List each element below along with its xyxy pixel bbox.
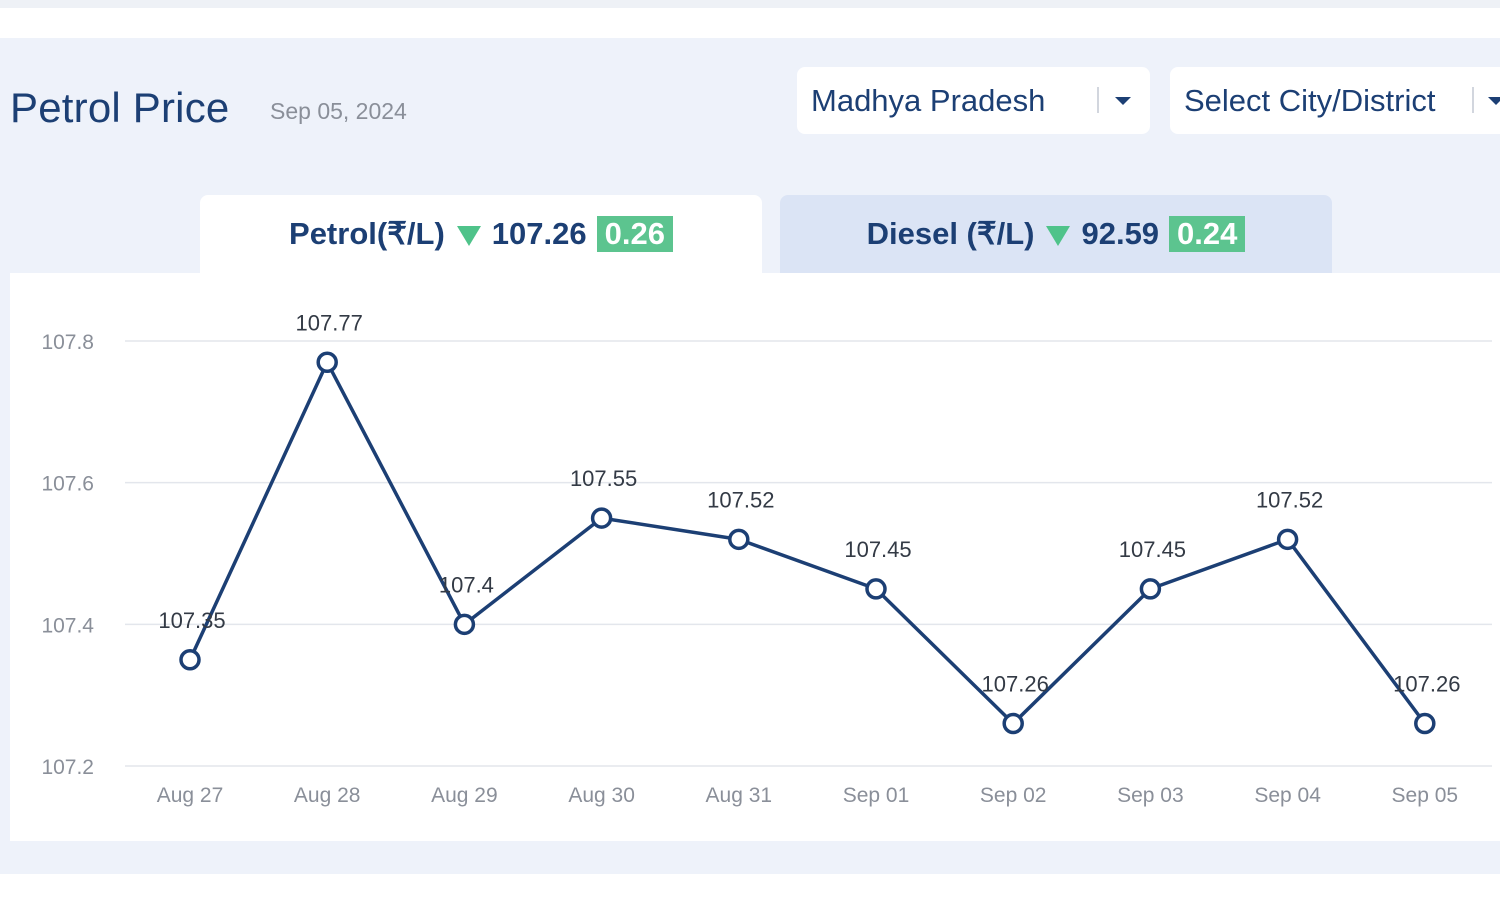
y-tick-label: 107.6 [41, 473, 94, 496]
down-triangle-icon [1046, 226, 1071, 246]
data-point[interactable] [1276, 528, 1299, 551]
data-point[interactable] [728, 528, 750, 551]
x-tick-label: Sep 04 [1254, 784, 1321, 807]
price-date: Sep 05, 2024 [270, 98, 407, 124]
data-point[interactable] [1002, 712, 1024, 735]
data-label: 107.55 [570, 466, 637, 491]
x-axis-ticks: Aug 27 Aug 28 Aug 29 Aug 30 Aug 31 Sep 01 Sep … [157, 784, 1458, 807]
dropdown-separator [1472, 87, 1474, 113]
tab-diesel-label: Diesel (₹/L) [866, 216, 1035, 251]
grid-layer [125, 340, 1492, 767]
x-tick-label: Sep 03 [1117, 784, 1184, 807]
city-dropdown-placeholder: Select City/District [1184, 82, 1436, 118]
series-line-layer [188, 360, 1427, 726]
down-triangle-icon [456, 226, 481, 246]
city-dropdown[interactable]: Select City/District [1170, 67, 1500, 134]
tab-diesel-change-badge: 0.24 [1169, 216, 1246, 252]
data-point[interactable] [453, 613, 476, 636]
data-label-layer: 107.35 107.77 107.4 107.55 107.52 107.45 107.2… [158, 310, 1460, 696]
x-tick-label: Sep 02 [980, 784, 1047, 807]
chevron-down-icon[interactable] [1488, 97, 1500, 105]
data-label: 107.26 [1393, 672, 1460, 697]
y-axis-ticks: 107.2 107.4 107.6 107.8 [41, 331, 94, 779]
chart-card: 107.2 107.4 107.6 107.8 Aug 27 Aug 28 Aug 29 A… [10, 273, 1500, 841]
dropdown-separator [1097, 87, 1099, 113]
x-tick-label: Aug 28 [294, 784, 361, 807]
data-label: 107.26 [982, 672, 1049, 697]
data-point[interactable] [316, 351, 338, 373]
data-point[interactable] [179, 649, 201, 671]
tab-petrol-label: Petrol(₹/L) [289, 216, 445, 251]
y-tick-label: 107.2 [41, 756, 94, 779]
chevron-down-icon[interactable] [1115, 97, 1131, 105]
tab-petrol-change-badge: 0.26 [596, 216, 673, 252]
page-title: Petrol Price [10, 84, 230, 131]
data-label: 107.52 [707, 487, 774, 512]
x-tick-label: Aug 31 [706, 784, 773, 807]
data-label: 107.4 [439, 572, 494, 597]
tab-diesel[interactable]: Diesel (₹/L) 92.59 0.24 [780, 195, 1332, 273]
data-label: 107.45 [844, 537, 911, 562]
data-label: 107.35 [158, 608, 225, 633]
x-tick-label: Sep 01 [843, 784, 910, 807]
data-point[interactable] [865, 578, 887, 600]
x-tick-label: Aug 30 [568, 784, 635, 807]
y-tick-label: 107.4 [41, 614, 94, 637]
data-label: 107.45 [1119, 537, 1186, 562]
y-tick-label: 107.8 [41, 331, 94, 354]
data-label: 107.52 [1256, 487, 1323, 512]
tab-petrol[interactable]: Petrol(₹/L) 107.26 0.26 [200, 195, 762, 273]
data-point[interactable] [590, 507, 613, 529]
data-point[interactable] [1139, 578, 1162, 600]
state-dropdown[interactable]: Madhya Pradesh [797, 67, 1150, 134]
top-band [0, 0, 1500, 8]
data-point-layer [179, 351, 1436, 735]
tab-diesel-price: 92.59 [1081, 216, 1160, 251]
data-point[interactable] [1414, 712, 1436, 735]
x-tick-label: Aug 29 [431, 784, 498, 807]
x-tick-label: Sep 05 [1392, 784, 1459, 807]
state-dropdown-value: Madhya Pradesh [811, 82, 1046, 118]
x-tick-label: Aug 27 [157, 784, 224, 807]
series-line [188, 360, 1427, 726]
tab-petrol-price: 107.26 [491, 216, 587, 251]
data-label: 107.77 [296, 310, 363, 335]
